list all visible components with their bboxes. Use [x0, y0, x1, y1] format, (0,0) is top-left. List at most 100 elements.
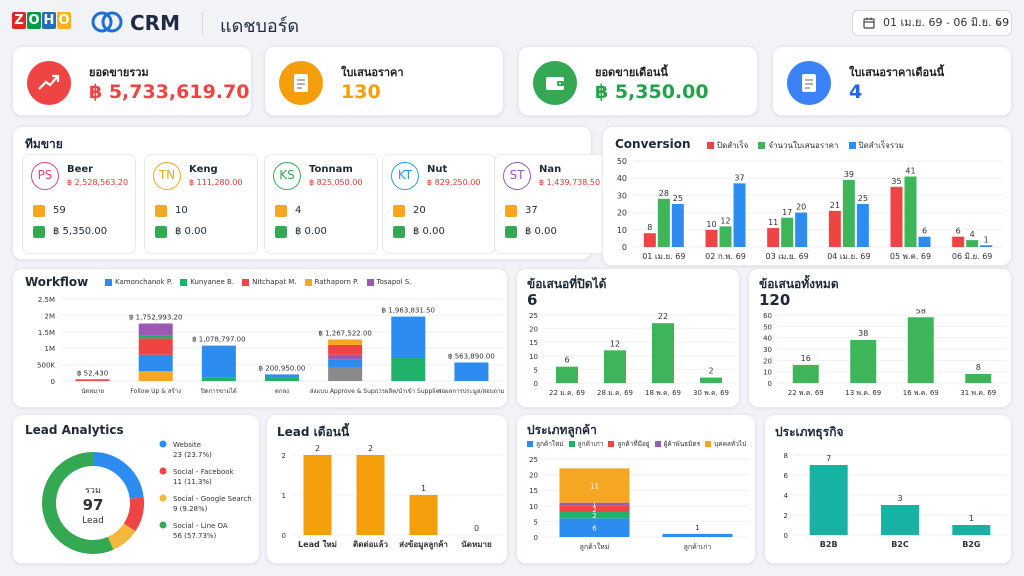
bar-segment[interactable] [138, 323, 173, 336]
x-tick-label: นัดหมาย [461, 540, 492, 549]
workflow-legend: Kamonchanok P. Kunyanee B. Nitchapat M. Rat… [105, 278, 411, 286]
bar[interactable] [980, 245, 993, 247]
bar[interactable] [828, 210, 841, 247]
bar[interactable] [719, 226, 732, 247]
pie-slice[interactable] [92, 452, 144, 500]
bar[interactable] [842, 179, 855, 247]
bar[interactable] [657, 198, 670, 247]
bar[interactable] [795, 212, 808, 247]
bar[interactable] [643, 233, 656, 247]
pie-slice[interactable] [107, 523, 136, 550]
bar[interactable] [604, 350, 626, 383]
salesperson-card[interactable]: KT Nut ฿ 829,250.00 20 ฿ 0.00 [382, 154, 496, 254]
bar-segment[interactable] [75, 379, 110, 381]
bar[interactable] [850, 339, 877, 383]
bar-segment[interactable] [559, 518, 630, 537]
zoho-logo-letter: O [27, 12, 41, 29]
bar[interactable] [700, 377, 722, 383]
pie-slice[interactable] [42, 452, 114, 554]
data-label: 11 [768, 218, 778, 227]
bar[interactable] [767, 228, 780, 247]
salesperson-card[interactable]: KS Tonnam ฿ 825,050.00 4 ฿ 0.00 [264, 154, 378, 254]
bar-segment[interactable] [391, 358, 426, 381]
salesperson-card[interactable]: ST Nan ฿ 1,439,738.50 37 ฿ 0.00 [494, 154, 608, 254]
bar-segment[interactable] [559, 502, 630, 506]
bar[interactable] [733, 183, 746, 247]
kpi-card[interactable]: ใบเสนอราคา 130 [264, 46, 504, 116]
bar[interactable] [556, 366, 578, 383]
bar[interactable] [809, 465, 848, 535]
bar[interactable] [356, 455, 385, 535]
bar-segment[interactable] [328, 367, 363, 381]
bar-segment[interactable] [391, 316, 426, 359]
bar-segment[interactable] [328, 344, 363, 355]
bar[interactable] [303, 455, 332, 535]
bar-segment[interactable] [559, 468, 630, 503]
legend-label: Social - Line OA [173, 522, 228, 530]
bar[interactable] [918, 236, 931, 247]
bar-segment[interactable] [328, 359, 363, 368]
bar[interactable] [904, 176, 917, 247]
y-tick-label: 1.5M [38, 329, 55, 337]
business-type-chart: 0 2 4 6 8 7 B2B 3 B2C 1 B2G [784, 452, 1007, 549]
bar-segment[interactable] [328, 354, 363, 360]
bar[interactable] [966, 240, 979, 247]
bar[interactable] [907, 317, 934, 383]
bar[interactable] [781, 217, 794, 247]
quote-icon [505, 205, 517, 217]
bar-segment[interactable] [559, 512, 630, 519]
legend-label: ลูกค้าเก่า [577, 440, 604, 448]
conversion-title: Conversion [615, 137, 691, 151]
legend-item: ปิดสำเร็จรวม [848, 139, 904, 152]
bar-segment[interactable] [265, 377, 299, 381]
bar[interactable] [705, 229, 718, 247]
y-tick-label: 0 [784, 532, 788, 540]
legend-item: Rathaporn P. [304, 278, 359, 286]
y-tick-label: 5 [534, 518, 538, 526]
bar[interactable] [881, 505, 919, 535]
kpi-card[interactable]: ใบเสนอราคาเดือนนี้ 4 [772, 46, 1012, 116]
y-tick-label: 0 [534, 534, 538, 542]
legend-swatch [758, 142, 766, 149]
bar-segment[interactable] [201, 377, 236, 381]
bar-segment[interactable] [662, 533, 733, 537]
x-tick-label: 22 ม.ค. 69 [549, 389, 585, 397]
salesperson-card[interactable]: TN Keng ฿ 111,280.00 10 ฿ 0.00 [144, 154, 258, 254]
bar-segment[interactable] [201, 345, 236, 378]
bar-segment[interactable] [138, 354, 173, 372]
kpi-card[interactable]: ยอดขายรวม ฿ 5,733,619.70 [12, 46, 252, 116]
bar-segment[interactable] [138, 338, 173, 355]
kpi-label: ยอดขายเดือนนี้ [595, 66, 668, 79]
kpi-card[interactable]: ยอดขายเดือนนี้ ฿ 5,350.00 [518, 46, 758, 116]
workflow-card: Workflow Kamonchanok P. Kunyanee B. Nitcha… [12, 268, 508, 408]
pie-slice[interactable] [123, 497, 144, 532]
bar[interactable] [952, 525, 991, 535]
bar-segment[interactable] [559, 505, 630, 513]
x-tick-label: ตกลง [275, 388, 289, 395]
bar[interactable] [890, 186, 903, 247]
legend-swatch [654, 441, 661, 447]
bar-segment[interactable] [138, 335, 173, 339]
x-tick-label: B2C [891, 540, 909, 549]
bar[interactable] [409, 495, 438, 535]
bar-segment[interactable] [265, 374, 299, 378]
salesperson-card[interactable]: PS Beer ฿ 2,528,563.20 59 ฿ 5,350.00 [22, 154, 136, 254]
data-label: 4 [970, 230, 975, 239]
bar[interactable] [965, 373, 992, 383]
donut-center-label: รวม [85, 486, 101, 496]
bar[interactable] [652, 323, 674, 383]
bar[interactable] [792, 364, 819, 383]
bar[interactable] [671, 204, 684, 247]
bar-segment[interactable] [454, 362, 489, 381]
bar-segment[interactable] [328, 339, 363, 345]
money-icon [505, 226, 517, 238]
date-range-picker[interactable]: 01 เม.ย. 69 - 06 มิ.ย. 69 ⌄ [852, 10, 1012, 36]
legend-swatch [366, 278, 374, 286]
bar[interactable] [856, 204, 869, 247]
bar-segment[interactable] [138, 371, 173, 381]
x-tick-label: 06 มิ.ย. 69 [952, 252, 993, 261]
customer-type-legend: ลูกค้าใหม่ ลูกค้าเก่า ลูกค้าที่มีอยู่ ผู้ค้… [527, 439, 746, 449]
bar[interactable] [952, 236, 965, 247]
data-label: ฿ 1,267,522.00 [318, 329, 371, 337]
